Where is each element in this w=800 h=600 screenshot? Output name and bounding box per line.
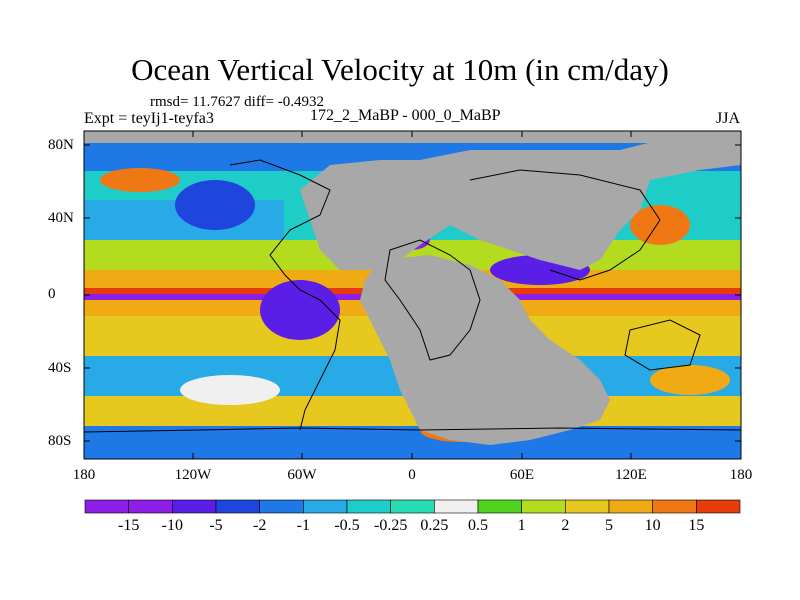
map-title: Ocean Vertical Velocity at 10m (in cm/da…: [131, 52, 669, 87]
stats-text: rmsd= 11.7627 diff= -0.4932: [150, 94, 324, 110]
spac-white: [180, 375, 280, 405]
colorbar-box: [477, 499, 522, 514]
laurasia-land: [300, 140, 741, 270]
colorbar-box: [521, 499, 566, 514]
colorbar-box: [303, 499, 348, 514]
lat-label-40n: 40N: [48, 210, 74, 226]
coast-namerica: [229, 159, 331, 301]
colorbar-label: 0.25: [420, 517, 449, 534]
coast-asia: [469, 169, 661, 281]
coast-africa: [384, 239, 481, 361]
ocean-field: [84, 131, 741, 459]
colorbar-box: [172, 499, 217, 514]
colorbar-label: -0.25: [373, 517, 408, 534]
colorbar-label: -2: [252, 517, 267, 534]
colorbar-box: [434, 499, 479, 514]
small-island: [500, 230, 560, 255]
colorbar-box: [565, 499, 610, 514]
colorbar-label: -5: [209, 517, 223, 534]
coast-samerica: [299, 299, 341, 431]
axis-ticks: [83, 131, 742, 459]
colorbar-box: [84, 499, 129, 514]
colorbar-box: [128, 499, 173, 514]
coastline-overlay: [84, 159, 741, 433]
colorbar-label: -10: [161, 517, 183, 534]
colorbar-label: -15: [117, 517, 140, 534]
lat-label-40s: 40S: [48, 360, 72, 376]
lon-label-120w: 120W: [174, 467, 212, 483]
coast-australia: [624, 319, 701, 371]
sw-pac-high: [650, 365, 730, 395]
colorbar-box: [608, 499, 653, 514]
colorbar-label: 10: [644, 517, 661, 534]
colorbar-box: [215, 499, 260, 514]
colorbar-label: 15: [688, 517, 705, 534]
experiment-label: Expt = teyIj1-teyfa3: [84, 110, 214, 127]
epac-low: [260, 280, 340, 340]
colorbar-label: 1: [517, 517, 526, 534]
lat-label-80s: 80S: [48, 433, 72, 449]
colorbar-box: [652, 499, 697, 514]
colorbar-box: [259, 499, 304, 514]
colorbar-label: 5: [605, 517, 613, 534]
colorbar-label: 0.5: [468, 517, 488, 534]
colorbar-box: [346, 499, 391, 514]
period-label: 172_2_MaBP - 000_0_MaBP: [310, 107, 501, 124]
gondwana-land: [360, 255, 610, 445]
lon-label-0: 0: [408, 467, 416, 483]
npac-high: [100, 168, 180, 192]
coast-antarctica: [84, 427, 741, 433]
lat-label-80n: 80N: [48, 137, 74, 153]
lon-label-60w: 60W: [287, 467, 317, 483]
lat-label-0: 0: [48, 286, 56, 302]
colorbar: [84, 499, 741, 514]
colorbar-box: [696, 499, 741, 514]
colorbar-label: -0.5: [334, 517, 360, 534]
colorbar-label: -1: [296, 517, 310, 534]
lon-label-120e: 120E: [615, 467, 647, 483]
lon-label-60e: 60E: [509, 467, 535, 483]
season-label: JJA: [716, 110, 741, 127]
lon-label-180w: 180: [72, 467, 96, 483]
npac-low: [175, 180, 255, 230]
wpac-high: [630, 205, 690, 245]
colorbar-box: [390, 499, 435, 514]
lon-label-180e: 180: [729, 467, 753, 483]
colorbar-label: 2: [561, 517, 570, 534]
